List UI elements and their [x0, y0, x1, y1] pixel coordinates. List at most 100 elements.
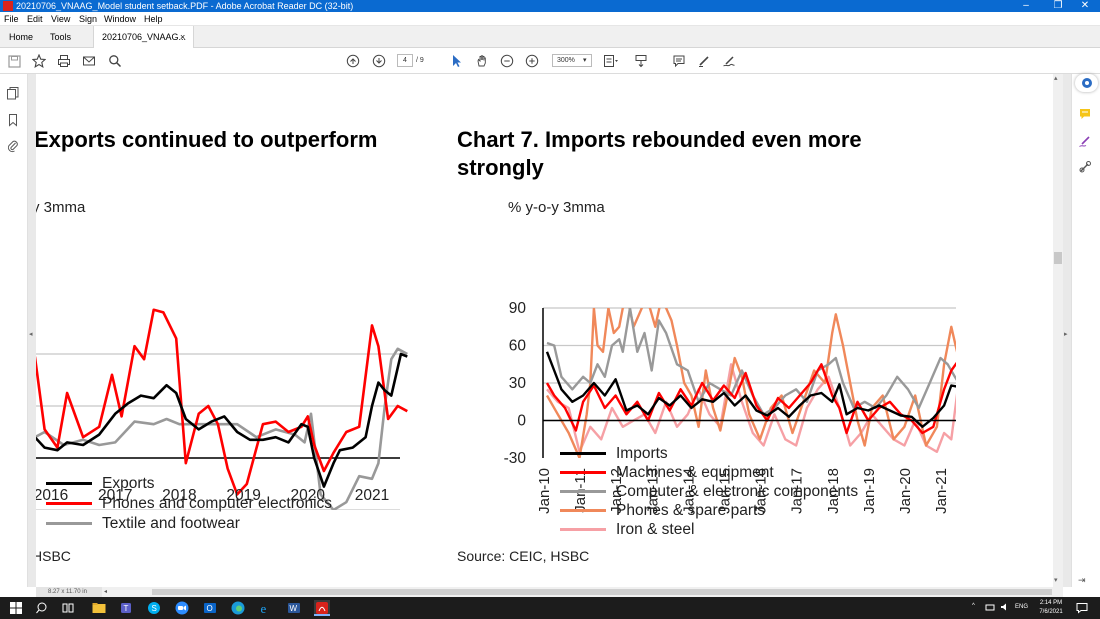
legend-label: Computer & electronic components	[616, 483, 859, 500]
legend-label: Machines & equipment	[616, 464, 774, 481]
email-icon[interactable]	[81, 53, 97, 69]
menu-sign[interactable]: Sign	[79, 14, 98, 24]
attachment-icon[interactable]	[6, 139, 20, 153]
x-tick-label: Jan-14	[680, 468, 697, 514]
network-icon[interactable]	[985, 602, 995, 612]
comment-tool-icon[interactable]	[1078, 107, 1094, 123]
input-language-indicator[interactable]: ENG	[1015, 604, 1029, 610]
hand-tool-icon[interactable]	[474, 53, 490, 69]
y-tick-label: -30	[504, 450, 527, 467]
scrolling-mode-icon[interactable]	[633, 53, 649, 69]
collapse-panel-icon[interactable]: ⇥	[1078, 575, 1086, 585]
page-fit-icon[interactable]	[603, 53, 619, 69]
search-icon[interactable]	[107, 53, 123, 69]
bookmark-icon[interactable]	[6, 113, 20, 127]
select-cursor-icon[interactable]	[449, 53, 465, 69]
page-number-input[interactable]: 4	[397, 54, 413, 67]
zoom-app-icon[interactable]	[174, 600, 190, 616]
volume-icon[interactable]	[1000, 602, 1010, 612]
scroll-left-arrow-icon[interactable]: ◂	[104, 589, 108, 595]
x-tick-label: Jan-10	[536, 468, 553, 514]
menu-file[interactable]: File	[4, 14, 19, 24]
previous-page-icon[interactable]	[345, 53, 361, 69]
highlight-pen-icon[interactable]	[696, 53, 712, 69]
taskbar-clock[interactable]: 2:14 PM 7/6/2021	[1034, 599, 1068, 617]
tab-close-button[interactable]: ×	[180, 32, 186, 42]
legend-swatch	[560, 471, 606, 474]
x-tick-label: 2019	[226, 487, 260, 504]
next-page-icon[interactable]	[371, 53, 387, 69]
legend-swatch	[560, 490, 606, 493]
file-explorer-icon[interactable]	[91, 600, 107, 616]
expand-right-arrow-icon[interactable]: ▸	[1064, 331, 1068, 338]
scroll-up-arrow-icon[interactable]: ▴	[1054, 75, 1058, 82]
skype-icon[interactable]: S	[146, 600, 162, 616]
maximize-button[interactable]: ❐	[1053, 0, 1063, 11]
menu-edit[interactable]: Edit	[27, 14, 43, 24]
vertical-scroll-thumb[interactable]	[1054, 252, 1062, 264]
x-tick-label: 2018	[162, 487, 196, 504]
zoom-level-value: 300%	[557, 57, 575, 64]
print-icon[interactable]	[56, 53, 72, 69]
show-hidden-icons-icon[interactable]: ^	[972, 603, 975, 609]
close-window-button[interactable]: ✕	[1080, 0, 1090, 11]
series-line	[546, 363, 956, 454]
x-tick-label: Jan-13	[644, 468, 661, 514]
y-tick-label: 30	[509, 375, 527, 392]
menu-window[interactable]: Window	[104, 14, 137, 24]
outlook-icon[interactable]: O	[202, 600, 218, 616]
right-chart-legend: Imports Machines & equipment Computer & …	[560, 444, 890, 540]
left-panel-splitter[interactable]: ◂	[28, 74, 36, 587]
legend-label: Textile and footwear	[102, 515, 240, 532]
internet-explorer-icon[interactable]: e	[258, 600, 274, 616]
right-panel-splitter[interactable]: ▸	[1063, 74, 1071, 587]
more-tools-icon[interactable]	[1078, 160, 1094, 176]
acrobat-taskbar-icon[interactable]	[314, 600, 330, 616]
zoom-out-icon[interactable]	[499, 53, 515, 69]
star-icon[interactable]	[31, 53, 47, 69]
tab-document[interactable]: 20210706_VNAAG... ×	[93, 26, 194, 48]
minimize-button[interactable]: –	[1023, 0, 1029, 11]
left-chart: 2016 2017 2018 2019 2020 2021	[36, 308, 408, 510]
sign-icon[interactable]	[721, 53, 737, 69]
legend-swatch	[560, 452, 606, 455]
left-chart-title: Exports continued to outperform	[36, 127, 378, 152]
menu-help[interactable]: Help	[144, 14, 163, 24]
task-view-icon[interactable]	[60, 600, 76, 616]
series-group	[545, 308, 956, 458]
fill-sign-icon[interactable]	[1078, 134, 1094, 150]
chevron-down-icon: ▾	[583, 57, 587, 64]
share-link-icon[interactable]	[1075, 74, 1098, 92]
y-tick-label: 60	[509, 338, 527, 355]
windows-start-icon[interactable]	[8, 600, 24, 616]
tab-home[interactable]: Home	[9, 32, 34, 42]
menu-view[interactable]: View	[51, 14, 71, 24]
notification-center-icon[interactable]	[1076, 602, 1088, 614]
y-tick-label: 90	[509, 300, 527, 317]
page-size-label: 8.27 x 11.70 in	[36, 587, 102, 597]
vertical-scrollbar[interactable]: ▴ ▾	[1053, 74, 1063, 587]
edge-icon[interactable]	[230, 600, 246, 616]
word-icon[interactable]: W	[286, 600, 302, 616]
x-tick-label: Jan-12	[608, 468, 625, 514]
right-chart-title-line1: Chart 7. Imports rebounded even more	[457, 127, 862, 152]
save-icon[interactable]	[6, 53, 22, 69]
zoom-level-select[interactable]: 300% ▾	[552, 54, 592, 67]
horizontal-scroll-thumb[interactable]	[152, 589, 1052, 595]
svg-text:S: S	[152, 604, 157, 613]
series-line	[36, 347, 408, 510]
collapse-left-arrow-icon[interactable]: ◂	[29, 331, 33, 338]
page-thumbnails-icon[interactable]	[6, 86, 20, 100]
zoom-in-icon[interactable]	[524, 53, 540, 69]
legend-label: Phones & spare parts	[616, 502, 766, 519]
teams-icon[interactable]: T	[119, 600, 135, 616]
comment-icon[interactable]	[671, 53, 687, 69]
windows-taskbar: T S O e W ^ ENG 2:14 PM	[0, 597, 1100, 619]
legend-swatch	[46, 522, 92, 525]
legend-label: Phones and computer electronics	[102, 495, 333, 512]
scroll-down-arrow-icon[interactable]: ▾	[1054, 577, 1058, 584]
search-icon[interactable]	[35, 600, 51, 616]
tab-tools[interactable]: Tools	[50, 32, 72, 42]
toolbar: 4 / 9 300% ▾	[0, 48, 1100, 74]
clock-date: 7/6/2021	[1039, 609, 1063, 615]
